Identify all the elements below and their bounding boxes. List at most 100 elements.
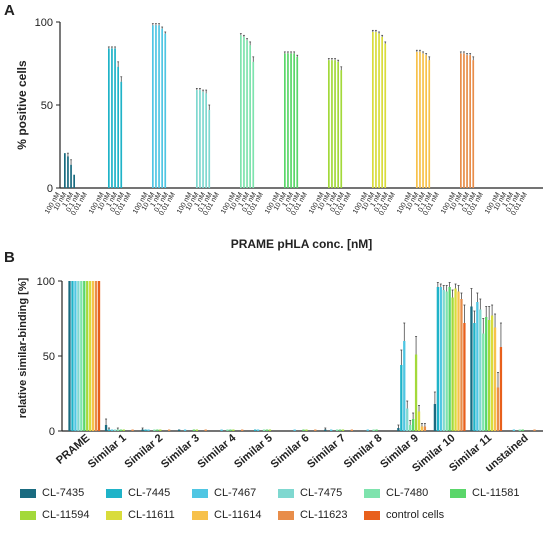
- legend-swatch: [364, 488, 380, 498]
- bar-b: [521, 429, 524, 431]
- bar-b: [457, 291, 460, 431]
- bar-a: [67, 156, 69, 188]
- x-tick-label-b: Similar 4: [196, 432, 240, 471]
- legend-label: CL-11594: [42, 509, 90, 521]
- bar-a: [372, 31, 374, 189]
- bar-b: [232, 429, 235, 431]
- legend-swatch: [106, 510, 122, 520]
- x-tick-label-b: Similar 3: [159, 432, 202, 471]
- bar-b: [268, 429, 272, 431]
- panel-a-letter: A: [4, 2, 15, 19]
- legend-item: CL-7435: [20, 487, 106, 499]
- bar-a: [384, 43, 387, 188]
- bar-b: [479, 309, 482, 431]
- bar-b: [335, 429, 339, 431]
- legend-label: CL-11581: [472, 487, 520, 499]
- bar-a: [381, 36, 383, 188]
- legend-item: CL-11614: [192, 509, 278, 521]
- bar-b: [204, 429, 207, 431]
- bar-a: [337, 61, 339, 189]
- bar-b: [153, 429, 156, 431]
- bar-a: [290, 53, 292, 188]
- y-axis-label-a: % positive cells: [15, 60, 29, 150]
- bar-a: [284, 53, 286, 188]
- bar-a: [108, 48, 110, 189]
- legend-swatch: [450, 488, 466, 498]
- bar-b: [338, 429, 342, 431]
- bar-b: [518, 429, 521, 431]
- bar-a: [205, 93, 207, 188]
- bar-a: [114, 48, 116, 189]
- bar-b: [451, 297, 454, 431]
- bar-b: [131, 429, 134, 431]
- bar-a: [152, 25, 154, 188]
- bar-b: [397, 428, 400, 431]
- bar-a: [158, 25, 160, 188]
- bar-a: [425, 55, 427, 189]
- legend-row: CL-7435 CL-7445 CL-7467 CL-7475 CL-7480 CL-11…: [20, 482, 540, 504]
- bar-b: [460, 299, 463, 431]
- bar-b: [89, 281, 92, 431]
- bar-b: [229, 429, 232, 431]
- bar-a: [472, 60, 475, 188]
- bar-b: [448, 287, 451, 431]
- bar-b: [110, 429, 114, 431]
- bar-b: [324, 429, 327, 431]
- bar-a: [334, 60, 336, 188]
- bar-a: [161, 28, 163, 188]
- bar-b: [104, 425, 108, 431]
- bar-a: [117, 66, 119, 188]
- bar-a: [111, 48, 113, 189]
- bar-b: [107, 429, 111, 431]
- legend-label: CL-7475: [300, 487, 343, 499]
- bar-b: [144, 429, 147, 431]
- bar-b: [314, 429, 317, 431]
- x-tick-label-b: Similar 7: [305, 432, 348, 471]
- legend-label: control cells: [386, 509, 445, 521]
- legend-swatch: [192, 510, 208, 520]
- x-tick-label-b: Similar 8: [342, 432, 385, 471]
- bar-a: [428, 60, 431, 188]
- bar-b: [116, 429, 120, 431]
- bar-b: [496, 387, 500, 431]
- bar-a: [463, 53, 465, 188]
- bar-b: [473, 323, 476, 431]
- bar-b: [241, 429, 244, 431]
- bar-b: [403, 341, 406, 431]
- bar-b: [433, 404, 437, 431]
- bar-a: [249, 45, 251, 188]
- x-tick-label-b: Similar 6: [269, 432, 312, 471]
- y-tick-label-b: 100: [37, 276, 55, 288]
- bar-b: [439, 287, 442, 431]
- legend-item: CL-7480: [364, 487, 450, 499]
- bar-a: [416, 51, 418, 188]
- bar-b: [183, 429, 187, 431]
- bar-b: [350, 429, 353, 431]
- bar-b: [476, 302, 479, 431]
- bar-b: [94, 281, 98, 431]
- bar-a: [422, 53, 424, 188]
- bar-b: [97, 281, 101, 431]
- bar-b: [141, 429, 144, 431]
- y-tick-label-a: 0: [47, 183, 53, 195]
- y-tick-label-b: 0: [49, 426, 55, 438]
- bar-b: [122, 429, 125, 431]
- bar-b: [167, 429, 171, 431]
- bar-b: [71, 281, 74, 431]
- bar-b: [411, 419, 415, 431]
- legend-item: CL-7445: [106, 487, 192, 499]
- legend-label: CL-7480: [386, 487, 429, 499]
- bar-b: [442, 290, 445, 431]
- y-tick-label-b: 50: [43, 351, 55, 363]
- legend-swatch: [278, 488, 294, 498]
- legend-item: CL-11581: [450, 487, 536, 499]
- y-axis-label-b: relative similar-binding [%]: [17, 277, 29, 418]
- bar-b: [341, 429, 345, 431]
- bar-b: [414, 354, 418, 431]
- legend-label: CL-7445: [128, 487, 171, 499]
- legend-item: CL-7475: [278, 487, 364, 499]
- bar-b: [445, 291, 448, 431]
- bar-a: [64, 153, 66, 188]
- legend-swatch: [106, 488, 122, 498]
